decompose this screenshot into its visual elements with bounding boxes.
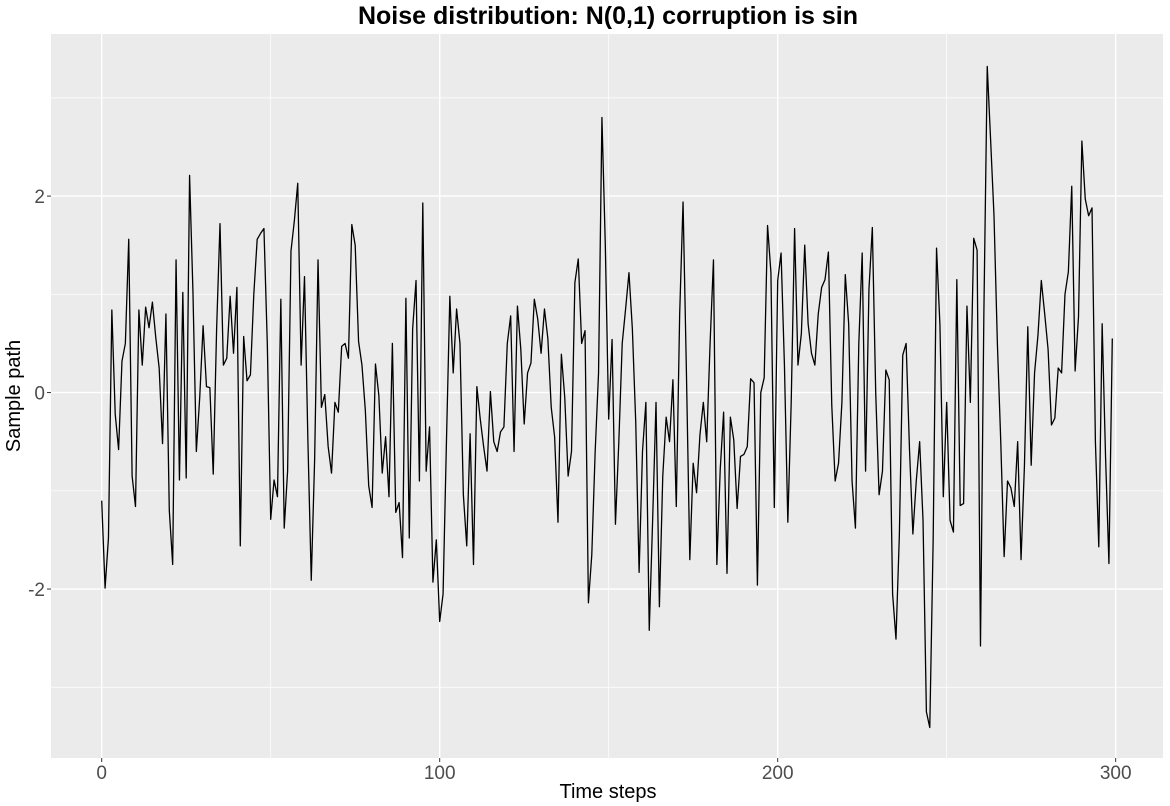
y-tick-label: 0 bbox=[34, 384, 45, 405]
x-tick-label: 100 bbox=[424, 763, 456, 784]
x-tick-label: 0 bbox=[96, 763, 107, 784]
x-axis-ticks: 0 100 200 300 bbox=[96, 758, 1132, 784]
y-tick-label: 2 bbox=[34, 187, 45, 208]
plot-panel bbox=[51, 34, 1163, 758]
y-axis-label: Sample path bbox=[3, 340, 25, 452]
x-tick-label: 200 bbox=[762, 763, 794, 784]
y-tick-label: -2 bbox=[28, 580, 45, 601]
sample-path-line bbox=[101, 65, 1113, 729]
x-tick-label: 300 bbox=[1100, 763, 1132, 784]
x-axis-label: Time steps bbox=[559, 781, 656, 803]
y-axis-ticks: -2 0 2 bbox=[28, 187, 51, 601]
chart-title: Noise distribution: N(0,1) corruption is… bbox=[358, 2, 858, 30]
